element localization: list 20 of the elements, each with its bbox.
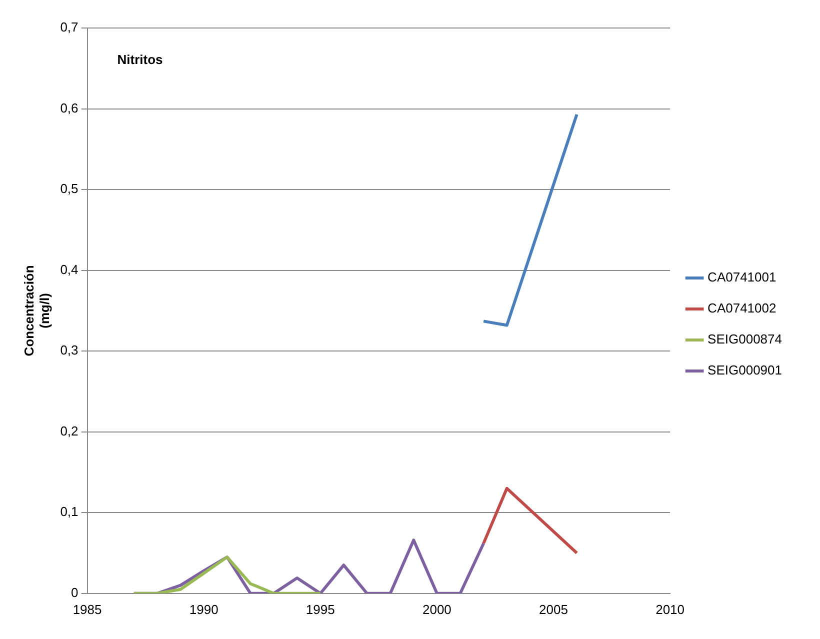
y-tick-label: 0,4 [60,262,78,277]
x-tick-label: 2000 [422,602,452,617]
x-tick-label: 2005 [539,602,568,617]
y-tick-label: 0 [71,584,78,600]
y-axis-title: Concentración (mg/l) [21,265,52,356]
legend-label: CA0741002 [708,300,776,316]
x-tick-label: 1995 [306,602,335,617]
text: Nitritos [117,52,163,68]
y-tick-label: 0,7 [60,20,78,35]
y-tick-label: 0,6 [60,100,78,116]
legend-label: CA0741001 [708,270,776,285]
legend-label: SEIG000901 [708,362,782,378]
x-tick-label: 2010 [656,602,685,617]
y-tick-label: 0,5 [60,181,78,196]
y-tick-label: 0,1 [60,504,78,520]
x-tick-label: 1985 [72,602,102,617]
x-tick-label: 1990 [189,602,218,617]
y-tick-label: 0,2 [60,423,78,438]
y-tick-label: 0,3 [60,342,78,358]
legend-label: SEIG000874 [708,332,782,347]
